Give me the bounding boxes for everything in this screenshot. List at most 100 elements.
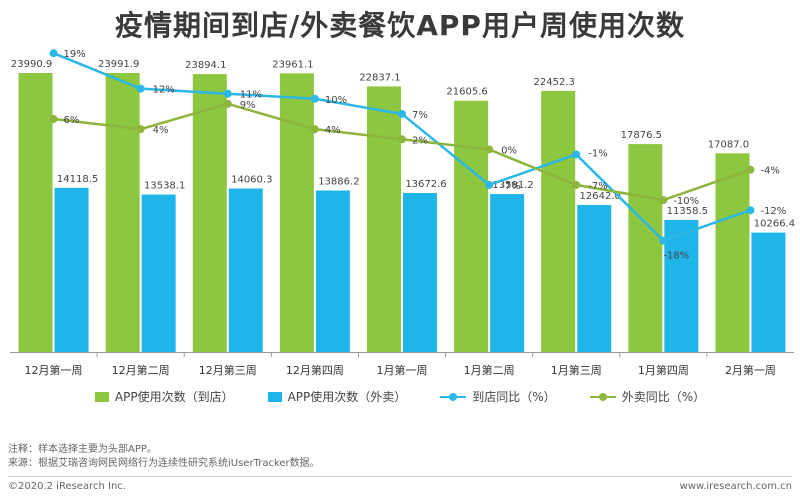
bar-takeout-label-5: 13581.2 — [492, 180, 533, 191]
bar-takeout-label-3: 13886.2 — [318, 177, 359, 188]
bar-store-0 — [18, 72, 53, 352]
bar-takeout-4 — [403, 192, 437, 352]
legend-item-takeout-bar: APP使用次数（外卖） — [267, 388, 407, 405]
line-takeout-label-6: -7% — [588, 181, 607, 192]
line-takeout-label-3: 4% — [325, 125, 341, 136]
bar-store-1 — [105, 72, 140, 352]
bar-takeout-6 — [577, 204, 612, 352]
x-tick-label-1: 12月第二周 — [112, 363, 170, 377]
line-takeout-point-6 — [572, 180, 581, 189]
line-store-label-5: -7% — [501, 181, 520, 192]
bar-store-label-5: 21605.6 — [446, 87, 487, 98]
legend-swatch-store-line — [440, 392, 467, 402]
bar-takeout-8 — [751, 232, 786, 352]
line-takeout-label-7: -10% — [673, 196, 699, 207]
bar-takeout-label-8: 10266.4 — [754, 219, 795, 230]
line-store-label-8: -12% — [760, 206, 786, 217]
footer-copyright: ©2020.2 iResearch Inc. — [8, 481, 126, 492]
legend-label-takeout-line: 外卖同比（%） — [621, 390, 706, 404]
line-store-point-4 — [398, 109, 406, 118]
bar-store-label-8: 17087.0 — [708, 139, 749, 150]
x-tick-label-0: 12月第一周 — [25, 363, 83, 377]
bar-takeout-label-2: 14060.3 — [231, 174, 272, 185]
bar-store-label-7: 17876.5 — [621, 130, 662, 141]
line-takeout-point-7 — [659, 196, 668, 205]
footer-site: www.iresearch.com.cn — [679, 481, 792, 492]
line-takeout-point-5 — [485, 145, 494, 154]
chart-title: 疫情期间到店/外卖餐饮APP用户周使用次数 — [115, 9, 685, 42]
bar-takeout-label-7: 11358.5 — [667, 206, 708, 217]
x-tick-label-5: 1月第二周 — [464, 363, 515, 377]
line-store-label-2: 11% — [240, 90, 262, 101]
chart-legend: APP使用次数（到店） APP使用次数（外卖） 到店同比（%） 外卖同比（%） — [0, 388, 800, 405]
line-store-label-1: 12% — [153, 85, 175, 96]
line-store-point-0 — [49, 49, 58, 58]
bar-takeout-5 — [490, 194, 525, 352]
legend-label-takeout-bar: APP使用次数（外卖） — [287, 390, 407, 404]
bar-takeout-1 — [141, 194, 176, 352]
bar-store-7 — [628, 144, 663, 352]
bar-store-5 — [454, 100, 489, 353]
bar-store-8 — [715, 153, 750, 352]
legend-item-store-line: 到店同比（%） — [440, 388, 556, 405]
line-store-point-1 — [136, 84, 145, 93]
line-takeout-label-8: -4% — [760, 166, 779, 177]
line-store-label-0: 19% — [64, 49, 86, 60]
x-tick-label-4: 1月第一周 — [377, 363, 428, 377]
legend-swatch-store-bar — [94, 391, 109, 402]
bar-store-label-4: 22837.1 — [359, 72, 400, 83]
bar-takeout-0 — [54, 187, 89, 352]
line-store-point-7 — [659, 236, 668, 245]
line-takeout-label-0: 6% — [64, 115, 80, 126]
bar-store-6 — [541, 90, 576, 353]
line-store-point-8 — [746, 206, 755, 215]
bar-takeout-label-6: 12642.0 — [580, 191, 621, 202]
bar-takeout-label-4: 13672.6 — [405, 179, 446, 190]
bar-store-label-3: 23961.1 — [272, 59, 313, 70]
bar-store-3 — [279, 73, 314, 352]
bar-takeout-3 — [315, 190, 350, 352]
x-tick-label-6: 1月第三周 — [551, 363, 602, 377]
line-store-label-4: 7% — [412, 110, 428, 121]
x-tick-label-3: 12月第四周 — [286, 363, 344, 377]
line-store-point-2 — [223, 89, 232, 98]
bar-store-label-2: 23894.1 — [185, 60, 226, 71]
line-store-label-7: -18% — [663, 251, 689, 262]
line-takeout-point-8 — [746, 165, 755, 174]
bar-store-4 — [367, 86, 401, 352]
line-takeout-label-2: 9% — [240, 100, 256, 111]
bar-store-label-0: 23990.9 — [11, 59, 52, 70]
line-takeout-label-5: 0% — [501, 145, 517, 156]
bar-store-label-1: 23991.9 — [98, 59, 139, 70]
x-tick-label-2: 12月第三周 — [199, 363, 257, 377]
line-takeout-point-3 — [310, 125, 319, 134]
line-takeout-label-4: 2% — [412, 135, 428, 146]
bar-takeout-label-0: 14118.5 — [57, 174, 98, 185]
x-tick-label-8: 2月第一周 — [725, 363, 776, 377]
line-store-point-6 — [572, 150, 581, 159]
line-takeout-point-1 — [136, 125, 145, 134]
line-takeout-label-1: 4% — [153, 125, 169, 136]
line-takeout-point-0 — [49, 115, 58, 124]
chart-notes: 注释：样本选择主要为头部APP。 来源：根据艾瑞咨询网民网络行为连续性研究系统i… — [8, 443, 320, 471]
bar-store-label-6: 22452.3 — [534, 77, 575, 88]
bar-takeout-label-1: 13538.1 — [144, 181, 185, 192]
legend-swatch-takeout-bar — [267, 391, 282, 402]
line-store-label-3: 10% — [325, 95, 347, 106]
line-takeout-point-4 — [398, 135, 406, 144]
footer-divider — [8, 476, 792, 477]
line-store-label-6: -1% — [588, 148, 607, 159]
bar-takeout-7 — [664, 219, 699, 352]
legend-label-store-line: 到店同比（%） — [472, 390, 556, 404]
legend-label-store-bar: APP使用次数（到店） — [114, 390, 234, 404]
bar-store-2 — [192, 74, 227, 352]
legend-item-takeout-line: 外卖同比（%） — [589, 388, 706, 405]
legend-item-store-bar: APP使用次数（到店） — [94, 388, 234, 405]
line-store-point-3 — [310, 94, 319, 103]
note-source: 来源：根据艾瑞咨询网民网络行为连续性研究系统iUserTracker数据。 — [8, 458, 320, 469]
legend-swatch-takeout-line — [589, 392, 616, 402]
note-sample: 注释：样本选择主要为头部APP。 — [8, 444, 157, 455]
bar-takeout-2 — [228, 188, 263, 352]
line-store-point-5 — [485, 180, 494, 189]
